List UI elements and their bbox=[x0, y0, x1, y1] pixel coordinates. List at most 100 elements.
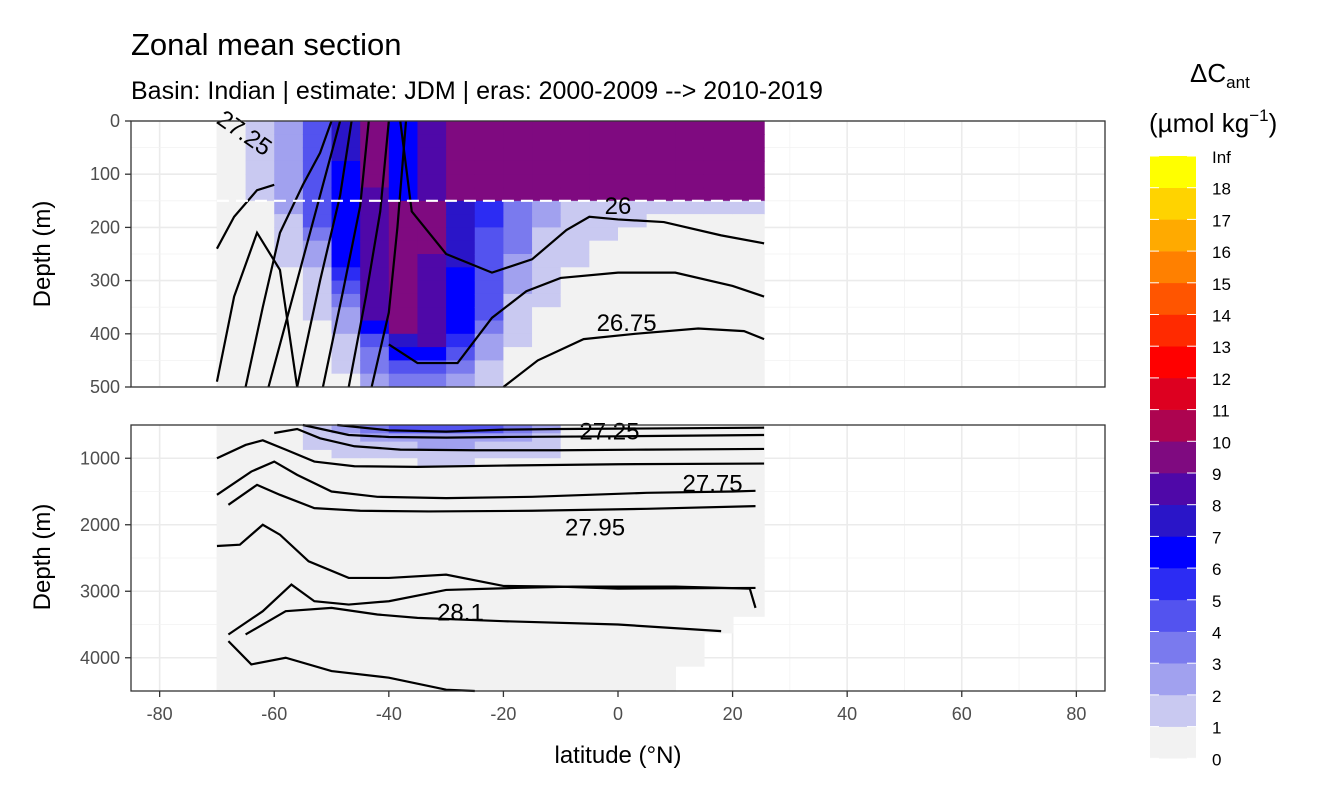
heatmap-cell bbox=[388, 624, 419, 634]
heatmap-cell bbox=[703, 174, 734, 189]
heatmap-cell bbox=[388, 449, 419, 459]
heatmap-cell bbox=[360, 599, 390, 609]
heatmap-cell bbox=[560, 666, 590, 675]
heatmap-cell bbox=[532, 682, 562, 692]
heatmap-cell bbox=[388, 649, 419, 659]
heatmap-cell bbox=[360, 474, 390, 484]
heatmap-cell bbox=[532, 624, 562, 634]
heatmap-cell bbox=[388, 508, 419, 518]
heatmap-cell bbox=[274, 666, 304, 675]
heatmap-cell bbox=[474, 200, 505, 215]
heatmap-cell bbox=[560, 254, 590, 268]
heatmap-cell bbox=[646, 240, 676, 255]
colorbar-legend: ΔCant (µmol kg−1) 0123456789101112131415… bbox=[1149, 58, 1277, 769]
heatmap-cell bbox=[503, 187, 533, 202]
heatmap-cell bbox=[417, 649, 447, 659]
heatmap-cell bbox=[216, 549, 247, 559]
heatmap-cell bbox=[532, 483, 562, 493]
isopycnal-line bbox=[244, 120, 333, 388]
heatmap-cell bbox=[274, 441, 304, 451]
heatmap-cell bbox=[675, 458, 705, 468]
legend-swatch bbox=[1150, 251, 1196, 284]
heatmap-cell bbox=[560, 483, 590, 493]
heatmap-cell bbox=[732, 449, 765, 459]
heatmap-cell bbox=[331, 293, 361, 308]
heatmap-cell bbox=[474, 347, 505, 361]
heatmap-cell bbox=[446, 307, 476, 322]
heatmap-cell bbox=[503, 499, 533, 509]
heatmap-cell bbox=[302, 508, 333, 518]
heatmap-cell bbox=[474, 466, 505, 476]
heatmap-cell bbox=[589, 280, 619, 295]
heatmap-cell bbox=[360, 200, 390, 215]
heatmap-cell bbox=[360, 566, 390, 576]
heatmap-cell bbox=[331, 591, 361, 601]
isopycnal-line bbox=[296, 120, 353, 388]
isopycnal-line bbox=[227, 640, 475, 693]
heatmap-cell bbox=[302, 333, 333, 348]
heatmap-cell bbox=[331, 187, 361, 202]
heatmap-cell bbox=[417, 121, 447, 135]
heatmap-cell bbox=[646, 616, 676, 626]
heatmap-cell bbox=[216, 147, 247, 162]
heatmap-cell bbox=[417, 160, 447, 175]
heatmap-cell bbox=[446, 624, 476, 634]
heatmap-cell bbox=[503, 333, 533, 348]
heatmap-cell bbox=[703, 307, 734, 322]
heatmap-cell bbox=[703, 558, 734, 567]
heatmap-cell bbox=[532, 174, 562, 189]
heatmap-cell bbox=[675, 558, 705, 567]
heatmap-cell bbox=[216, 174, 247, 189]
heatmap-cell bbox=[503, 160, 533, 175]
heatmap-cell bbox=[532, 160, 562, 175]
heatmap-cell bbox=[274, 174, 304, 189]
legend-swatch bbox=[1150, 441, 1196, 474]
heatmap-cell bbox=[417, 599, 447, 609]
heatmap-cell bbox=[302, 449, 333, 459]
heatmap-cell bbox=[532, 541, 562, 551]
heatmap-cell bbox=[618, 267, 648, 282]
heatmap-cell bbox=[732, 347, 765, 361]
legend-break-label: 14 bbox=[1212, 307, 1231, 326]
heatmap-cell bbox=[589, 347, 619, 361]
heatmap-cell bbox=[703, 499, 734, 509]
heatmap-cell bbox=[703, 549, 734, 559]
legend-swatch bbox=[1150, 377, 1196, 410]
heatmap-cell bbox=[532, 200, 562, 215]
y-tick-label: 0 bbox=[110, 111, 120, 131]
heatmap-cell bbox=[417, 574, 447, 584]
heatmap-cell bbox=[675, 649, 705, 659]
heatmap-cell bbox=[474, 666, 505, 675]
heatmap-cell bbox=[618, 499, 648, 509]
heatmap-cell bbox=[331, 441, 361, 451]
heatmap-cell bbox=[560, 624, 590, 634]
heatmap-cell bbox=[274, 541, 304, 551]
heatmap-cell bbox=[618, 649, 648, 659]
heatmap-cell bbox=[646, 227, 676, 242]
heatmap-cell bbox=[446, 607, 476, 617]
heatmap-cell bbox=[331, 607, 361, 617]
heatmap-cell bbox=[216, 566, 247, 576]
heatmap-cell bbox=[474, 280, 505, 295]
heatmap-cell bbox=[274, 649, 304, 659]
heatmap-cell bbox=[331, 641, 361, 651]
heatmap-cell bbox=[474, 373, 505, 388]
heatmap-cell bbox=[446, 441, 476, 451]
heatmap-cell bbox=[446, 516, 476, 526]
heatmap-cell bbox=[732, 214, 765, 228]
heatmap-cell bbox=[618, 373, 648, 388]
heatmap-cell bbox=[302, 574, 333, 584]
heatmap-cell bbox=[417, 607, 447, 617]
heatmap-cell bbox=[503, 558, 533, 567]
heatmap-cell bbox=[417, 666, 447, 675]
heatmap-cell bbox=[532, 566, 562, 576]
heatmap-cell bbox=[618, 333, 648, 348]
heatmap-cell bbox=[245, 474, 275, 484]
heatmap-cell bbox=[245, 187, 275, 202]
heatmap-cell bbox=[216, 682, 247, 692]
heatmap-cell bbox=[388, 174, 419, 189]
heatmap-cell bbox=[388, 227, 419, 242]
heatmap-cell bbox=[446, 499, 476, 509]
